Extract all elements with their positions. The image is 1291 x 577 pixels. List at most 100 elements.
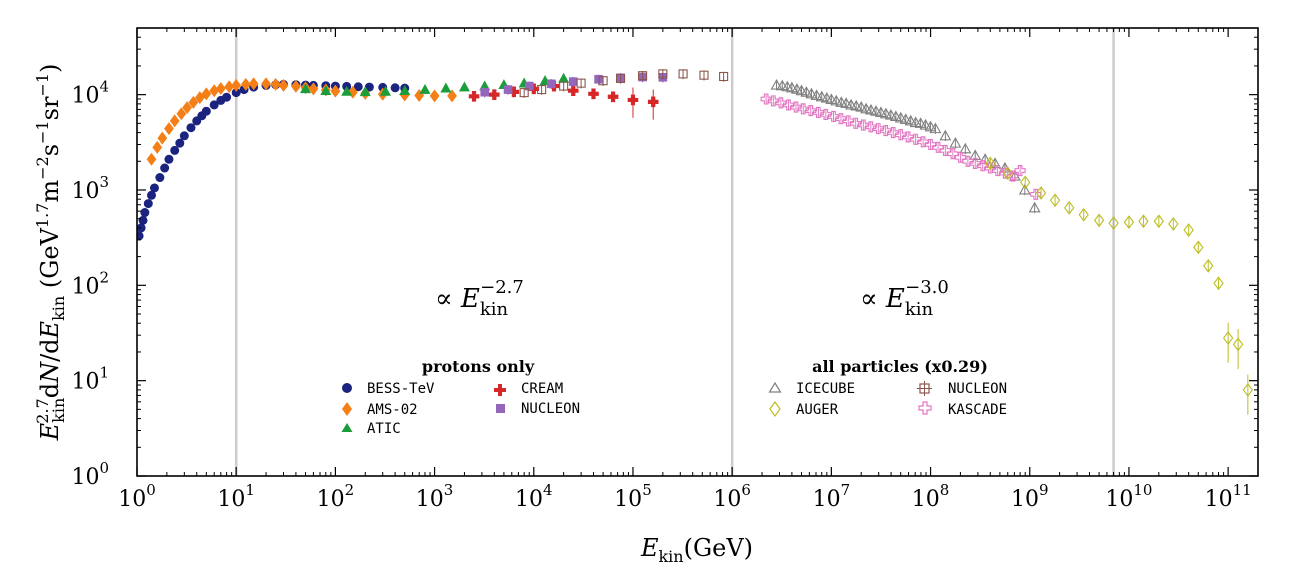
data-point [977,160,989,172]
x-tick-label: 102 [317,481,355,512]
data-point [1064,200,1075,215]
data-point [1138,214,1149,229]
data-point [546,79,556,89]
data-point [1242,382,1254,397]
data-point [830,94,843,106]
data-point [143,199,153,209]
data-point [647,96,659,108]
data-point [149,183,159,193]
svg-text:AMS-02: AMS-02 [367,402,418,418]
data-point [1049,193,1061,208]
data-point [699,70,709,80]
data-point [209,84,220,98]
data-point [776,79,789,91]
data-point [164,154,174,164]
data-point [137,231,144,241]
data-point [353,82,363,92]
data-point [146,152,157,166]
y-tick-label: 101 [71,364,109,395]
annotation-slope-3-0: ∝ Ekin−3.0 [860,277,949,320]
data-point [872,123,884,135]
data-point [468,91,480,102]
data-point [359,86,371,97]
y-axis-title: Ekin2.7dN/dEkin (GeV1.7m−2s−1sr−1) [33,64,68,442]
data-point [959,142,972,154]
series-icecube [770,78,1041,214]
data-point [899,113,912,124]
svg-text:CREAM: CREAM [521,381,563,397]
data-point [447,89,457,103]
data-point [379,85,392,96]
data-point [155,173,165,183]
data-point [910,133,922,145]
series-bess-tev [137,79,410,241]
data-point [925,138,937,151]
svg-text:ICECUBE: ICECUBE [796,381,855,397]
data-point [857,119,869,131]
data-point [810,89,823,101]
series-cream [468,80,659,120]
data-point [429,89,440,103]
legend-entry-kascade: KASCADE [918,401,1007,418]
data-point [152,140,163,154]
x-tick-label: 105 [614,481,652,512]
data-point [880,125,892,137]
data-point [638,71,648,81]
data-point [984,162,996,174]
series-nucleon-all-particles [519,69,729,98]
data-point [850,99,863,111]
plot-frame [136,27,1259,477]
data-point [880,107,892,119]
data-point [845,98,858,110]
x-tick-label: 109 [1011,481,1049,512]
x-tick-label: 100 [118,481,156,512]
data-point [865,121,877,133]
data-point [979,153,992,164]
data-point [919,118,932,130]
data-point [1168,217,1179,231]
legend-entry-auger: AUGER [769,400,839,418]
data-point [341,85,353,96]
data-point [330,84,341,98]
data-point [1035,186,1047,200]
data-point [164,122,174,136]
series-atic [300,72,570,97]
data-point [825,93,838,105]
data-point [1183,223,1194,237]
data-point [291,79,301,93]
data-point [157,131,168,145]
legend-entry-ams-02: AMS-02 [342,402,418,418]
data-point [835,113,847,125]
data-point [419,83,431,94]
legend-protons-title: protons only [422,357,535,376]
data-point [785,81,798,93]
data-point [827,110,840,123]
data-point [558,72,570,83]
y-tick-label: 102 [71,268,109,299]
data-point [820,108,832,120]
data-point [658,69,668,79]
data-point [790,101,802,113]
data-point [1222,331,1234,345]
data-point [894,111,907,123]
data-point [1203,258,1214,273]
data-point [1020,175,1031,190]
svg-text:ATIC: ATIC [367,421,401,437]
data-point [188,95,199,109]
data-point [598,76,608,86]
data-point [576,78,586,88]
data-point [929,122,942,134]
data-point [160,163,170,173]
data-point [607,91,619,103]
data-point [767,95,779,107]
y-tick-label: 104 [71,78,109,109]
data-point [480,87,489,97]
legend-entry-nucleon-protons: NUCLEON [496,401,580,417]
data-point [1193,240,1204,255]
data-point [999,167,1011,179]
data-point [760,93,772,105]
data-point [568,77,578,86]
y-tick-label: 103 [71,173,109,204]
data-point [240,77,251,91]
